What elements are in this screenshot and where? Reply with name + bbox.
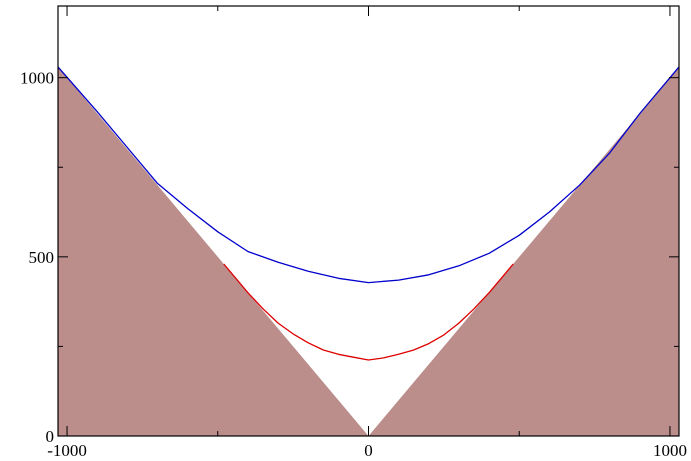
y-tick-label-1000: 1000 (20, 69, 54, 88)
x-tick-label-1000: 1000 (653, 441, 687, 460)
x-tick-label--1000: -1000 (47, 441, 87, 460)
x-tick-label-0: 0 (364, 441, 373, 460)
plot-area (57, 66, 680, 437)
axis-ticks (58, 6, 679, 437)
y-tick-label-500: 500 (29, 248, 55, 267)
shaded-region-right (368, 66, 679, 437)
series-line-2 (223, 263, 514, 361)
y-tick-label-0: 0 (46, 427, 55, 446)
series-line-1 (57, 66, 680, 284)
shaded-region-left (58, 66, 369, 437)
